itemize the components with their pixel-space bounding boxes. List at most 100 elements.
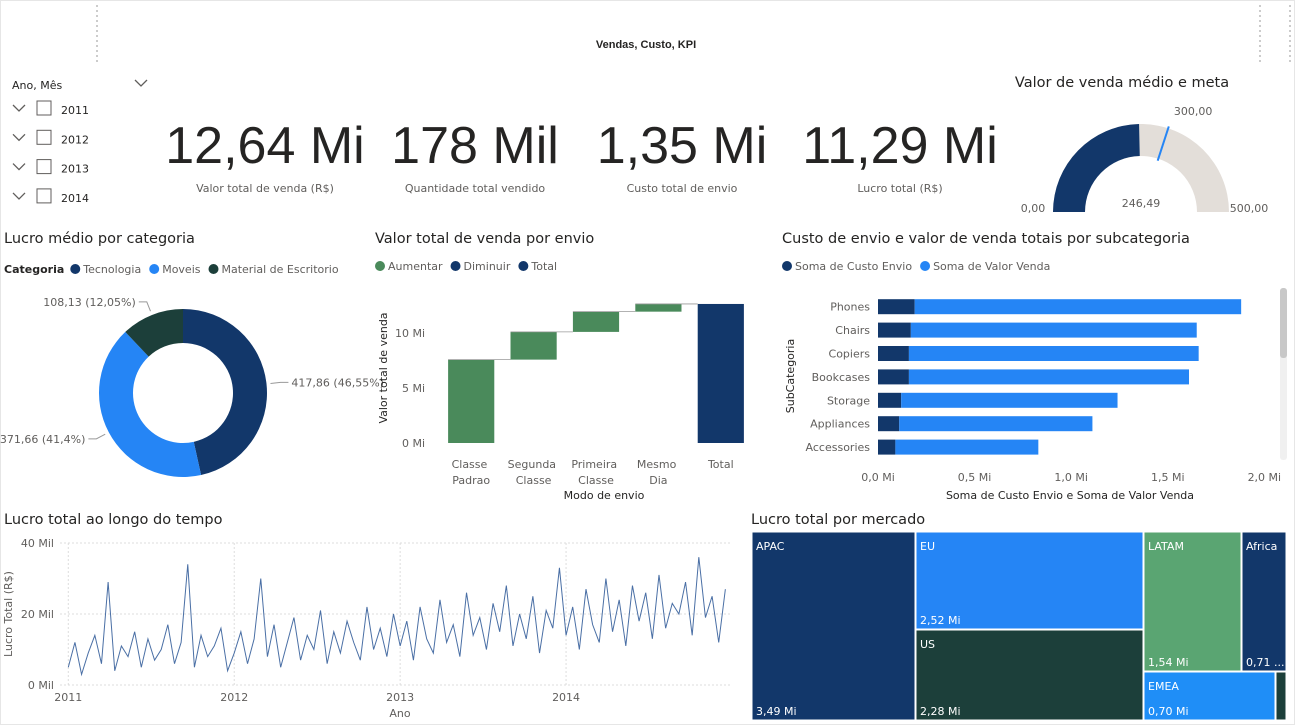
y-tick-label: 5 Mi [402, 382, 425, 395]
tile-label: APAC [756, 540, 785, 553]
bar [899, 416, 1093, 432]
legend-label: Diminuir [464, 260, 511, 273]
legend-swatch [375, 261, 385, 271]
y-tick-label: 0 Mi [402, 437, 425, 450]
treemap-tile [1143, 531, 1242, 672]
legend-swatch [920, 261, 931, 271]
leader-line [138, 301, 151, 312]
donut-slice [98, 331, 202, 478]
tile-value: 1,54 Mi [1148, 656, 1189, 669]
y-tick-label: Phones [830, 301, 870, 314]
gauge-target-label: 300,00 [1174, 105, 1213, 118]
kpi-label: Quantidade total vendido [405, 182, 546, 195]
bar [878, 299, 915, 315]
bar [878, 416, 900, 432]
treemap-tile [1275, 671, 1287, 721]
kpi-label: Valor total de venda (R$) [196, 182, 334, 195]
tile-value: 3,49 Mi [756, 705, 797, 718]
treemap-tile [1143, 671, 1276, 721]
y-tick-label: Storage [827, 394, 870, 407]
legend-swatch [70, 264, 81, 274]
chart-title: Lucro médio por categoria [4, 231, 195, 247]
waterfall-bar [448, 359, 495, 443]
slicer-dropdown [134, 79, 148, 87]
donut-slice [183, 309, 268, 476]
checkbox[interactable] [36, 159, 52, 175]
y-axis-title: Lucro Total (R$) [2, 571, 15, 657]
slicer-item: 2011 [61, 104, 89, 117]
tile-value: 2,28 Mi [920, 705, 961, 718]
dashboard-title: Vendas, Custo, KPI [596, 39, 696, 51]
bar [895, 439, 1039, 455]
legend-label: Aumentar [388, 260, 443, 273]
bar [878, 392, 902, 408]
x-tick-label: 2013 [386, 691, 414, 704]
tile-value: 2,52 Mi [920, 614, 961, 627]
x-tick-label: 2,0 Mi [1248, 471, 1282, 484]
y-tick-label: Accessories [806, 441, 871, 454]
y-tick-label: 0 Mil [28, 679, 54, 692]
expand-chevron [12, 192, 26, 200]
donut-slice [125, 309, 183, 357]
legend-swatch [208, 264, 219, 274]
kpi-value: 12,64 Mi [165, 117, 364, 175]
waterfall-bar [697, 303, 744, 443]
y-tick-label: Appliances [810, 418, 870, 431]
bar [878, 369, 909, 385]
legend-swatch [450, 261, 461, 271]
legend-label: Soma de Custo Envio [795, 260, 912, 273]
chart-title: Lucro total por mercado [751, 512, 925, 528]
expand-chevron [12, 104, 26, 112]
y-tick-label: 20 Mil [21, 608, 54, 621]
checkbox[interactable] [36, 129, 52, 145]
gauge-value [1053, 124, 1140, 212]
legend-label: Soma de Valor Venda [933, 260, 1050, 273]
x-tick-label: 1,0 Mi [1054, 471, 1088, 484]
slicer-item: 2012 [61, 133, 89, 146]
data-label: 417,86 (46,55%) [291, 376, 384, 389]
tile-value: 0,71 ... [1246, 656, 1284, 669]
y-tick-label: Chairs [835, 324, 870, 337]
treemap-tile [1241, 531, 1287, 672]
treemap-tile [915, 531, 1144, 630]
legend-swatch [149, 264, 160, 274]
chart-title: Valor de venda médio e meta [1015, 75, 1229, 91]
waterfall-bar [572, 311, 620, 332]
gauge-target [1156, 126, 1170, 161]
tile-label: EMEA [1148, 680, 1179, 693]
bar [901, 392, 1118, 408]
y-tick-label: Copiers [829, 348, 871, 361]
bar [878, 439, 896, 455]
x-tick-label: Primeira Classe [571, 458, 620, 487]
x-tick-label: Segunda Classe [508, 458, 560, 487]
x-tick-label: 1,5 Mi [1151, 471, 1185, 484]
slicer-title: Ano, Mês [12, 79, 62, 92]
treemap-tile [915, 629, 1144, 721]
chart-title: Custo de envio e valor de venda totais p… [782, 231, 1190, 247]
kpi-label: Lucro total (R$) [857, 182, 942, 195]
scrollbar-thumb[interactable] [1280, 288, 1287, 358]
bar [908, 346, 1199, 361]
gauge-tick-label: 0,00 [1021, 202, 1046, 215]
checkbox[interactable] [36, 100, 52, 116]
slicer-item: 2014 [61, 192, 89, 205]
kpi-value: 1,35 Mi [597, 117, 768, 175]
x-tick-label: 0,0 Mi [861, 471, 895, 484]
tile-value: 0,70 Mi [1148, 705, 1189, 718]
y-tick-label: Bookcases [812, 371, 871, 384]
checkbox[interactable] [36, 188, 52, 204]
kpi-label: Custo total de envio [627, 182, 738, 195]
line-series [67, 557, 726, 677]
legend-title: Categoria [4, 263, 64, 276]
treemap-tile [751, 531, 916, 721]
x-tick-label: 2014 [552, 691, 580, 704]
y-tick-label: 10 Mi [395, 327, 425, 340]
kpi-value: 11,29 Mi [802, 117, 998, 175]
tile-label: Africa [1246, 540, 1277, 553]
data-label: 108,13 (12,05%) [43, 296, 136, 309]
waterfall-bar [635, 303, 682, 312]
tile-label: LATAM [1148, 540, 1184, 553]
legend-swatch [782, 261, 792, 271]
